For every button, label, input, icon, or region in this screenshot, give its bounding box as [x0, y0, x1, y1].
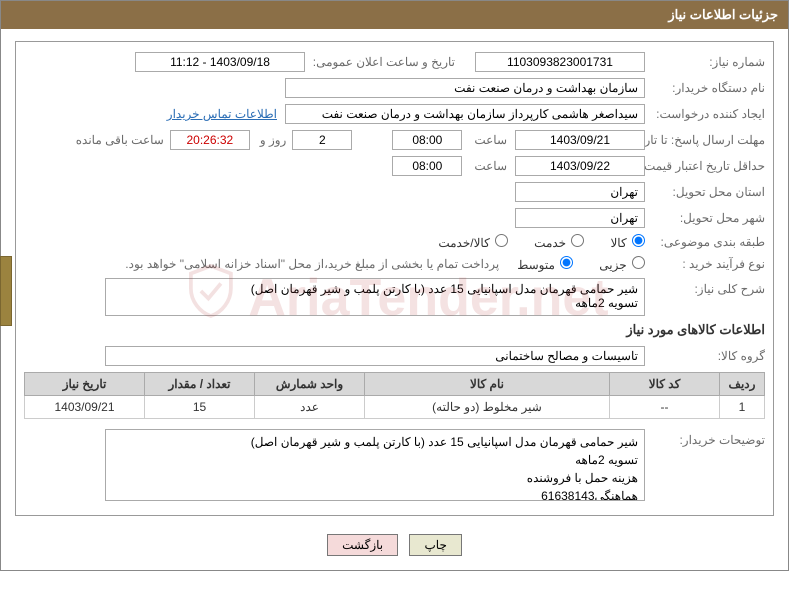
panel-title: جزئیات اطلاعات نیاز [1, 1, 788, 29]
input-city [515, 208, 645, 228]
goods-table: ردیف کد کالا نام کالا واحد شمارش تعداد /… [24, 372, 765, 419]
input-requester [285, 104, 645, 124]
main-fieldset: شماره نیاز: تاریخ و ساعت اعلان عمومی: نا… [15, 41, 774, 516]
input-quote-time [392, 156, 462, 176]
cell-unit: عدد [255, 396, 365, 419]
label-need-summary: شرح کلی نیاز: [645, 278, 765, 296]
label-city: شهر محل تحویل: [645, 211, 765, 225]
input-days-left [292, 130, 352, 150]
label-remaining: ساعت باقی مانده [72, 133, 164, 147]
side-tab [0, 256, 12, 326]
input-countdown [170, 130, 250, 150]
label-time-1: ساعت [470, 133, 507, 147]
label-province: استان محل تحویل: [645, 185, 765, 199]
link-buyer-contact[interactable]: اطلاعات تماس خریدار [167, 107, 277, 121]
label-buyer-org: نام دستگاه خریدار: [645, 81, 765, 95]
label-purchase-type: نوع فرآیند خرید : [645, 257, 765, 271]
label-quote-validity: حداقل تاریخ اعتبار قیمت: تا تاریخ: [645, 159, 765, 173]
label-days-and: روز و [256, 133, 287, 147]
label-resp-deadline: مهلت ارسال پاسخ: تا تاریخ: [645, 133, 765, 147]
input-buyer-org [285, 78, 645, 98]
input-announce-dt [135, 52, 305, 72]
radio-subject-goods[interactable]: کالا [610, 234, 645, 250]
table-row: 1--شیر مخلوط (دو حالته)عدد151403/09/21 [25, 396, 765, 419]
cell-idx: 1 [720, 396, 765, 419]
th-need-date: تاریخ نیاز [25, 373, 145, 396]
label-subject-class: طبقه بندی موضوعی: [645, 235, 765, 249]
label-goods-group: گروه کالا: [645, 349, 765, 363]
section-goods-info: اطلاعات کالاهای مورد نیاز [24, 322, 765, 338]
label-time-2: ساعت [470, 159, 507, 173]
radio-purchase-medium[interactable]: متوسط [517, 256, 573, 272]
th-row: ردیف [720, 373, 765, 396]
input-resp-date [515, 130, 645, 150]
th-name: نام کالا [365, 373, 610, 396]
radio-purchase-minor[interactable]: جزیی [599, 256, 645, 272]
label-buyer-notes: توضیحات خریدار: [645, 429, 765, 447]
label-need-no: شماره نیاز: [645, 55, 765, 69]
label-announce-dt: تاریخ و ساعت اعلان عمومی: [305, 55, 455, 69]
label-requester: ایجاد کننده درخواست: [645, 107, 765, 121]
input-goods-group [105, 346, 645, 366]
th-code: کد کالا [610, 373, 720, 396]
th-qty: تعداد / مقدار [145, 373, 255, 396]
input-need-no [475, 52, 645, 72]
textarea-need-summary[interactable] [105, 278, 645, 316]
print-button[interactable]: چاپ [409, 534, 461, 556]
radio-subject-service[interactable]: خدمت [534, 234, 584, 250]
th-unit: واحد شمارش [255, 373, 365, 396]
cell-code: -- [610, 396, 720, 419]
input-quote-date [515, 156, 645, 176]
input-resp-time [392, 130, 462, 150]
purchase-note: پرداخت تمام یا بخشی از مبلغ خرید،از محل … [125, 257, 499, 271]
input-province [515, 182, 645, 202]
back-button[interactable]: بازگشت [327, 534, 398, 556]
cell-name: شیر مخلوط (دو حالته) [365, 396, 610, 419]
cell-qty: 15 [145, 396, 255, 419]
radio-subject-both[interactable]: کالا/خدمت [438, 234, 508, 250]
textarea-buyer-notes[interactable] [105, 429, 645, 501]
cell-need_date: 1403/09/21 [25, 396, 145, 419]
